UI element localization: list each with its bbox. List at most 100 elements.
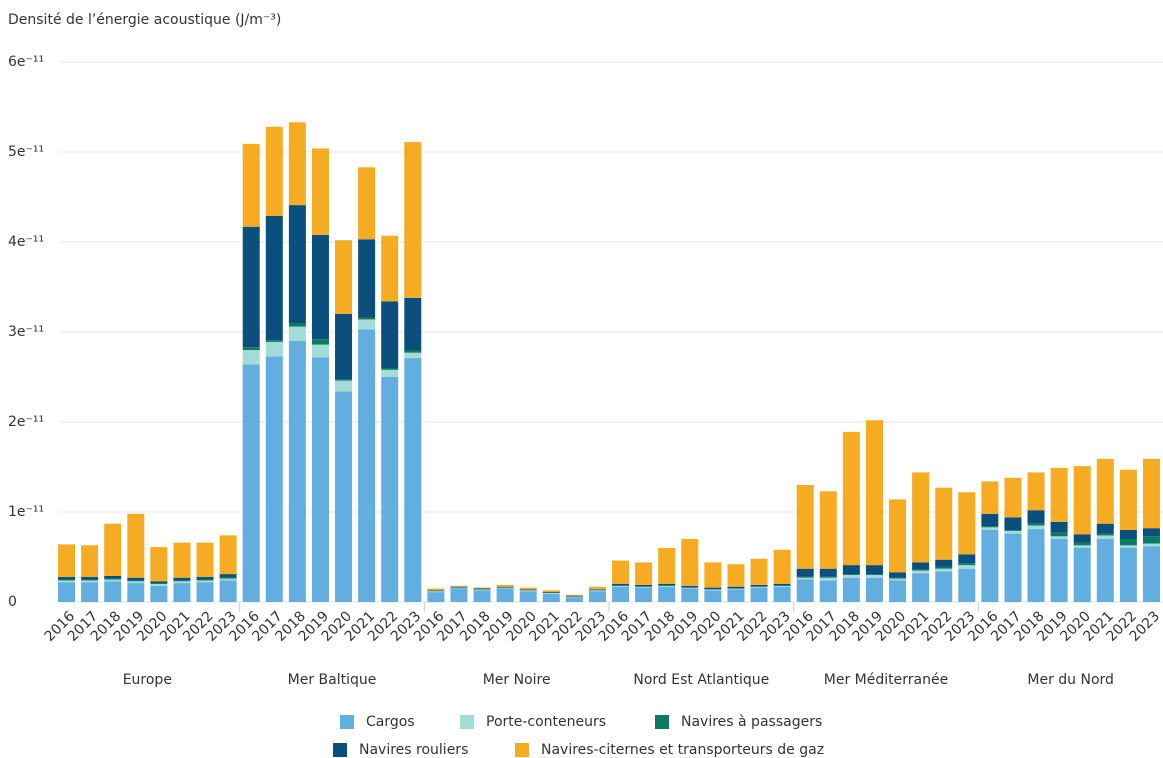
- bar-segment: [1142, 546, 1160, 602]
- bar-segment: [358, 239, 376, 318]
- bar-segment: [635, 586, 653, 588]
- bar-segment: [658, 585, 676, 587]
- bar-segment: [519, 591, 537, 602]
- bar-segment: [219, 574, 237, 578]
- bar-segment: [1027, 529, 1045, 602]
- bar-segment: [612, 560, 630, 584]
- bar-segment: [1073, 545, 1091, 548]
- bar-segment: [750, 586, 768, 588]
- bar-segment: [958, 492, 976, 555]
- bar-segment: [358, 317, 376, 320]
- bar-segment: [635, 587, 653, 602]
- bar-segment: [935, 566, 953, 569]
- bar-segment: [427, 588, 445, 591]
- bar-segment: [519, 587, 537, 590]
- bar-segment: [612, 585, 630, 587]
- bar-segment: [1027, 523, 1045, 526]
- bar-segment: [658, 584, 676, 586]
- bar-segment: [150, 583, 168, 584]
- bar-segment: [912, 573, 930, 602]
- bar-segment: [681, 588, 699, 602]
- bar-segment: [704, 562, 722, 588]
- bar-segment: [404, 297, 422, 350]
- bar-segment: [288, 323, 306, 327]
- y-tick-label: 0: [8, 594, 17, 610]
- bar-segment: [519, 590, 537, 592]
- bar-segment: [704, 587, 722, 590]
- y-tick-label: 6e⁻¹¹: [8, 54, 44, 70]
- bar-segment: [335, 380, 353, 392]
- bar-segment: [196, 542, 214, 577]
- bar-segment: [173, 581, 191, 584]
- bar-segment: [381, 377, 399, 602]
- bar-segment: [1119, 539, 1137, 546]
- bar-segment: [219, 578, 237, 581]
- bar-segment: [358, 319, 376, 330]
- bar-segment: [565, 597, 583, 602]
- bar-segment: [1096, 535, 1114, 539]
- bar-segment: [1050, 532, 1068, 537]
- bar-segment: [58, 576, 76, 580]
- bar-segment: [796, 568, 814, 577]
- bar-segment: [819, 568, 837, 577]
- bar-segment: [565, 594, 583, 596]
- legend-swatch: [333, 743, 347, 757]
- bar-segment: [1050, 536, 1068, 539]
- bar-segment: [104, 579, 122, 582]
- bar-segment: [842, 575, 860, 578]
- bar-segment: [1027, 525, 1045, 530]
- bar-segment: [1027, 510, 1045, 524]
- y-tick-label: 3e⁻¹¹: [8, 324, 44, 340]
- bar-segment: [104, 581, 122, 602]
- bar-segment: [496, 584, 514, 587]
- bar-segment: [150, 584, 168, 586]
- bar-segment: [335, 391, 353, 602]
- bar-segment: [889, 577, 907, 579]
- bar-segment: [1073, 548, 1091, 602]
- bar-segment: [1050, 467, 1068, 522]
- bar-segment: [958, 554, 976, 564]
- bar-segment: [381, 301, 399, 368]
- bar-segment: [796, 485, 814, 569]
- bar-segment: [1142, 536, 1160, 544]
- bar-segment: [1096, 533, 1114, 536]
- bar-segment: [658, 586, 676, 602]
- bar-segment: [127, 580, 145, 582]
- bar-segment: [404, 350, 422, 353]
- bar-segment: [796, 576, 814, 578]
- bar-segment: [750, 587, 768, 602]
- bar-segment: [427, 590, 445, 592]
- group-label: Mer Noire: [483, 672, 551, 688]
- bar-segment: [150, 547, 168, 582]
- bar-segment: [981, 527, 999, 530]
- bar-segment: [473, 589, 491, 591]
- bar-segment: [681, 587, 699, 589]
- bar-segment: [658, 548, 676, 584]
- bar-segment: [196, 579, 214, 581]
- legend-label: Navires-citernes et transporteurs de gaz: [541, 742, 824, 758]
- bar-segment: [565, 596, 583, 598]
- bar-segment: [981, 530, 999, 602]
- bar-segment: [1050, 539, 1068, 602]
- bar-segment: [381, 235, 399, 302]
- bar-segment: [58, 582, 76, 602]
- bar-segment: [865, 565, 883, 575]
- bar-segment: [1096, 539, 1114, 602]
- bar-segment: [796, 579, 814, 602]
- bar-segment: [542, 593, 560, 594]
- bar-segment: [588, 586, 606, 590]
- bar-segment: [704, 589, 722, 591]
- bar-segment: [127, 513, 145, 578]
- bar-segment: [1004, 517, 1022, 530]
- bar-segment: [335, 314, 353, 380]
- bar-segment: [173, 583, 191, 602]
- bar-segment: [935, 571, 953, 602]
- bar-segment: [842, 565, 860, 575]
- bar-segment: [819, 580, 837, 602]
- bar-segment: [242, 364, 260, 602]
- bar-segment: [819, 576, 837, 578]
- legend-swatch: [655, 715, 669, 729]
- bar-segment: [612, 584, 630, 586]
- bar-segment: [796, 577, 814, 580]
- bar-segment: [912, 570, 930, 574]
